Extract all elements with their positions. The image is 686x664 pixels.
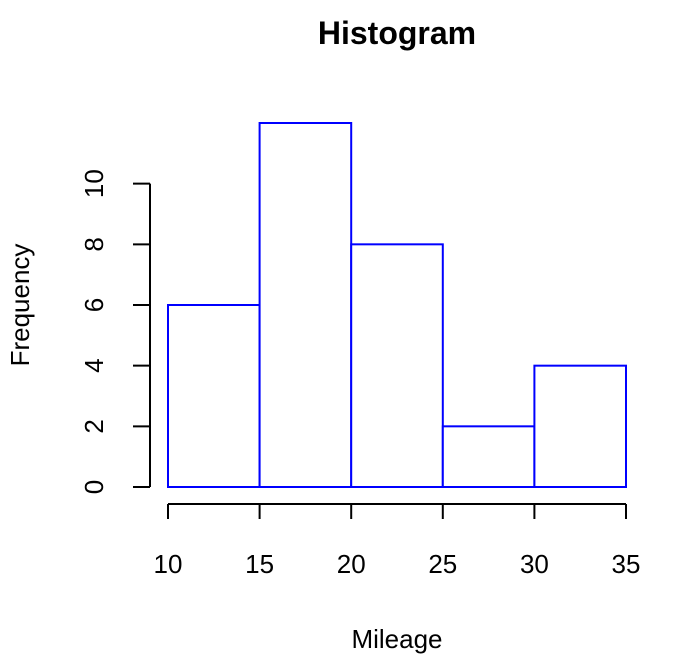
x-tick-label: 25 <box>428 549 457 579</box>
y-tick-label: 0 <box>79 480 109 494</box>
x-tick-label: 35 <box>612 549 641 579</box>
chart-title: Histogram <box>318 15 476 51</box>
y-tick-label: 10 <box>79 169 109 198</box>
x-axis: 10 15 20 25 30 35 <box>154 503 641 579</box>
histogram-bar <box>258 122 353 488</box>
x-tick-label: 30 <box>520 549 549 579</box>
histogram-bar <box>167 304 261 488</box>
histogram-bar <box>350 243 444 488</box>
histogram-bar <box>533 364 628 488</box>
histogram-bar <box>441 425 536 489</box>
bars-group <box>167 122 628 489</box>
y-tick-label: 6 <box>79 298 109 312</box>
x-tick-label: 10 <box>154 549 183 579</box>
y-tick-label: 8 <box>79 237 109 251</box>
x-tick-label: 15 <box>245 549 274 579</box>
y-axis: 0 2 4 6 8 10 <box>79 169 151 494</box>
x-tick-label: 20 <box>337 549 366 579</box>
x-axis-label: Mileage <box>351 624 442 654</box>
y-axis-label: Frequency <box>5 244 35 367</box>
y-tick-label: 4 <box>79 358 109 372</box>
y-tick-label: 2 <box>79 419 109 433</box>
